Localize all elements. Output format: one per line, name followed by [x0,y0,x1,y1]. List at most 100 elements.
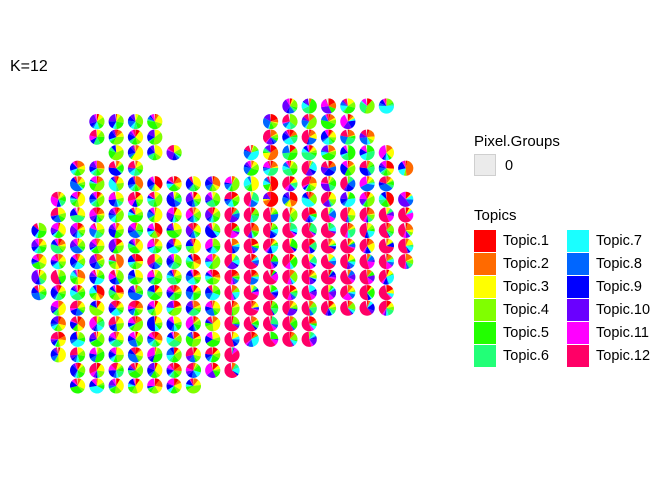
pie-slice-topic-9 [127,255,136,263]
pie-slice-topic-6 [58,261,62,269]
pie-slice-topic-3 [262,198,271,202]
pie-slice-topic-4 [232,275,240,278]
pie-slice-topic-5 [229,183,233,192]
spot-pie [224,176,240,192]
pie-slice-topic-11 [265,137,271,144]
pie-slice-topic-5 [364,106,368,114]
pie-slice-topic-1 [251,238,259,246]
spot-pie [108,222,124,239]
pie-slice-topic-8 [148,277,155,283]
pie-slice-topic-12 [70,347,78,356]
pie-slice-topic-4 [367,214,375,220]
pie-slice-topic-9 [108,212,117,216]
pie-slice-topic-6 [77,354,81,363]
pie-slice-topic-4 [193,290,202,294]
pie-slice-topic-9 [69,162,78,171]
pie-slice-topic-5 [116,277,123,284]
pie-slice-topic-1 [309,176,312,184]
pie-slice-topic-11 [378,145,387,159]
pie-slice-topic-4 [309,331,311,340]
spot-pie [378,253,395,270]
pie-slice-topic-1 [96,207,101,215]
pie-slice-topic-11 [251,245,254,254]
pie-slice-topic-9 [383,277,389,285]
pie-slice-topic-9 [50,349,59,357]
pie-slice-topic-9 [69,380,78,388]
pie-slice-topic-8 [270,137,277,144]
pie-slice-topic-8 [270,213,279,223]
pie-slice-topic-7 [250,214,254,223]
pie-slice-topic-7 [320,151,329,156]
pie-slice-topic-4 [55,354,59,363]
spot-pie [127,269,144,285]
pie-slice-topic-2 [386,176,392,184]
legend-swatch-topic-5 [474,322,496,344]
pie-slice-topic-2 [77,300,83,309]
pie-slice-topic-8 [361,199,368,206]
pie-slice-topic-1 [58,285,62,293]
pie-slice-topic-4 [135,285,143,293]
pie-slice-topic-11 [320,182,329,184]
pie-slice-topic-6 [174,323,179,331]
spot-pie [147,238,163,254]
pie-slice-topic-8 [73,354,78,363]
pie-slice-topic-10 [303,98,310,106]
pie-slice-topic-9 [366,214,369,223]
pie-slice-topic-5 [96,199,100,207]
pie-slice-topic-12 [340,300,352,316]
pie-slice-topic-7 [166,307,175,313]
pie-slice-topic-1 [193,191,198,200]
pie-slice-topic-3 [263,152,271,160]
pie-slice-topic-1 [328,113,331,122]
spot-pie [340,145,356,161]
pie-slice-topic-10 [347,273,356,281]
pie-slice-topic-5 [212,199,220,207]
pie-slice-topic-12 [282,331,293,347]
pie-slice-topic-9 [303,145,310,153]
pie-slice-topic-5 [54,230,64,238]
pie-slice-topic-9 [328,245,337,250]
pie-slice-topic-3 [39,239,47,246]
pie-slice-topic-9 [166,257,175,266]
pie-slice-topic-6 [116,308,123,315]
pie-slice-topic-12 [114,176,117,184]
pie-slice-topic-2 [367,300,371,309]
spot-pie [146,316,163,332]
pie-slice-topic-5 [96,318,104,324]
pie-slice-topic-3 [270,133,278,138]
pie-slice-topic-5 [58,292,66,299]
pie-slice-topic-4 [58,269,66,278]
legend-label-topic-10: Topic.10 [596,302,651,318]
pie-slice-topic-7 [193,370,201,377]
pie-slice-topic-6 [169,354,175,363]
pie-slice-topic-11 [36,269,39,278]
pie-slice-topic-11 [90,238,97,246]
pie-slice-topic-4 [212,308,221,314]
pie-slice-topic-9 [270,308,275,316]
pie-slice-topic-10 [94,300,97,309]
spot-pie [185,191,201,207]
pie-slice-topic-6 [95,230,103,239]
pie-slice-topic-9 [92,214,97,223]
pie-slice-topic-7 [185,256,194,262]
pie-slice-topic-8 [282,196,290,205]
pie-slice-topic-10 [92,370,97,378]
pie-slice-topic-6 [328,183,336,192]
pie-slice-topic-12 [243,331,252,344]
spot-pie [147,347,163,363]
pie-slice-topic-5 [263,151,271,154]
pie-slice-topic-8 [264,147,271,153]
pie-slice-topic-5 [251,149,259,153]
pixel-group-0-label: 0 [505,158,514,174]
spot-pie [263,176,279,192]
spot-pie [301,331,317,347]
pie-slice-topic-11 [207,191,213,200]
pie-slice-topic-11 [381,277,387,284]
pie-slice-topic-8 [263,117,271,129]
pie-slice-topic-11 [93,160,97,169]
spot-pie [224,347,240,363]
pie-slice-topic-2 [96,208,105,215]
pie-slice-topic-3 [116,176,124,184]
pie-slice-topic-1 [58,347,61,355]
pie-slice-topic-4 [154,322,163,327]
